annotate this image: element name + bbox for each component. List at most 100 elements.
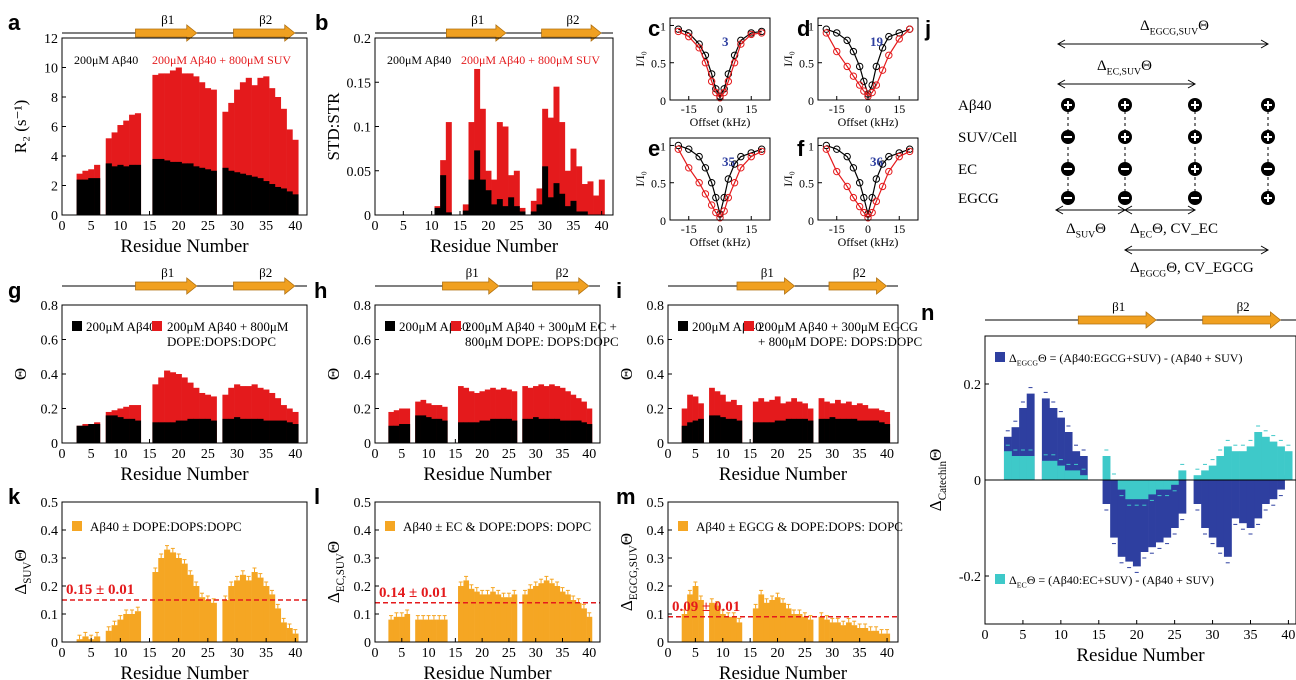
range-arrow-head (1187, 205, 1197, 215)
bar-blue (1269, 480, 1278, 500)
bar-blue (1019, 408, 1028, 480)
data-point-red (701, 190, 710, 198)
bar-red (542, 108, 549, 215)
bar-orange (105, 630, 112, 642)
beta-strand-arrow (135, 24, 198, 42)
x-axis-label: Residue Number (120, 663, 249, 680)
y-tick-label: 0.4 (647, 368, 665, 383)
bar-black (134, 164, 142, 215)
bar-black (436, 418, 443, 443)
y-tick-label: 0 (364, 209, 371, 224)
x-tick-label: 25 (502, 447, 516, 462)
y-tick-label: 0.8 (647, 299, 665, 314)
beta-strand-label: β2 (853, 265, 866, 280)
beta-strand-arrow (233, 277, 296, 295)
range-arrow-head (1056, 79, 1066, 89)
bar-black (513, 206, 520, 215)
bar-blue (1216, 480, 1225, 548)
bar-orange (199, 597, 206, 642)
bar-blue (1132, 480, 1141, 567)
x-tick-label: 0 (717, 222, 723, 236)
bar-red (175, 67, 182, 215)
x-tick-label: 25 (798, 646, 812, 661)
bar-black (485, 190, 492, 215)
x-tick-label: 0 (372, 219, 379, 234)
bar-black (500, 418, 507, 443)
chart-i: i β1 β2 0 5 10 15 20 25 30 35 40 0 0.2 0.4 0.6 0.8 Residu… (616, 265, 922, 485)
bar-orange (441, 619, 448, 642)
bar-black (458, 422, 464, 443)
x-axis-label: Offset (kHz) (838, 115, 899, 129)
x-tick-label: 40 (880, 447, 894, 462)
bar-orange (82, 636, 89, 642)
data-point-black (860, 77, 868, 86)
y-tick-label: 0.4 (354, 368, 372, 383)
legend-label: 200μM Aβ40 (74, 53, 138, 67)
y-axis-label: ΔCatechinΘ (926, 449, 949, 511)
bar-orange (774, 597, 781, 642)
bar-black (570, 420, 577, 443)
row-label: Aβ40 (958, 98, 991, 114)
legend-swatch (678, 321, 688, 331)
bar-blue (1148, 480, 1156, 548)
range-label: ΔEGCGΘ, CV_EGCG (1130, 260, 1254, 280)
bar-orange (692, 586, 699, 642)
bar-red (581, 184, 588, 215)
bar-cyan (1216, 456, 1225, 480)
bar-orange (76, 639, 83, 642)
bar-orange (274, 608, 282, 642)
x-tick-label: 30 (529, 447, 543, 462)
bar-red (199, 82, 206, 215)
bar-black (873, 420, 880, 443)
y-tick-label: 0.5 (651, 177, 666, 191)
data-point-black (695, 152, 703, 161)
x-tick-label: 20 (771, 447, 785, 462)
bar-black (878, 422, 885, 443)
panel-label: i (616, 278, 622, 303)
bar-black (527, 418, 534, 443)
bar-red (496, 122, 503, 215)
plot-frame (817, 17, 919, 101)
x-tick-label: 5 (1019, 628, 1026, 643)
range-arrow-head (1123, 245, 1133, 255)
bar-black (76, 425, 83, 443)
bar-red (474, 68, 481, 215)
bar-black (111, 166, 118, 215)
bar-blue (1201, 480, 1210, 528)
x-tick-label: 35 (566, 219, 580, 234)
x-tick-label: 30 (230, 646, 244, 661)
data-point-red (878, 66, 887, 74)
panel-label: a (8, 10, 21, 35)
bar-black (169, 161, 177, 215)
bar-orange (506, 597, 512, 642)
bar-blue (1110, 480, 1119, 538)
data-point-red (724, 77, 733, 86)
bar-orange (565, 594, 571, 642)
beta-strand-label: β1 (466, 265, 479, 280)
bar-cyan (1026, 456, 1035, 480)
beta-strand-arrow (233, 24, 296, 42)
bar-black (506, 418, 512, 443)
chart-b: b β1 β2 0 5 10 15 20 25 30 35 40 0 0.05 0.1 0.15 0.2 Resi… (315, 10, 614, 257)
bar-red (511, 391, 518, 443)
panel-label: f (797, 136, 805, 161)
x-tick-label: -15 (829, 102, 845, 116)
bar-red (530, 200, 537, 215)
x-tick-label: 5 (88, 646, 95, 661)
y-tick-label: 0.2 (647, 403, 665, 418)
x-tick-label: 25 (502, 646, 516, 661)
y-tick-label: 0.8 (41, 299, 59, 314)
data-point-red (878, 182, 887, 191)
plot-frame (669, 17, 771, 101)
data-point-red (895, 35, 903, 43)
x-tick-label: 15 (743, 447, 757, 462)
bar-black (586, 424, 593, 443)
bar-black (730, 418, 737, 443)
y-tick-label: 0.6 (647, 334, 665, 349)
bar-black (164, 422, 171, 443)
bar-black (82, 179, 89, 215)
bar-blue (1223, 480, 1232, 557)
y-tick-label: 0.4 (41, 524, 59, 539)
bar-red (570, 394, 577, 443)
row-label: EC (958, 162, 977, 178)
